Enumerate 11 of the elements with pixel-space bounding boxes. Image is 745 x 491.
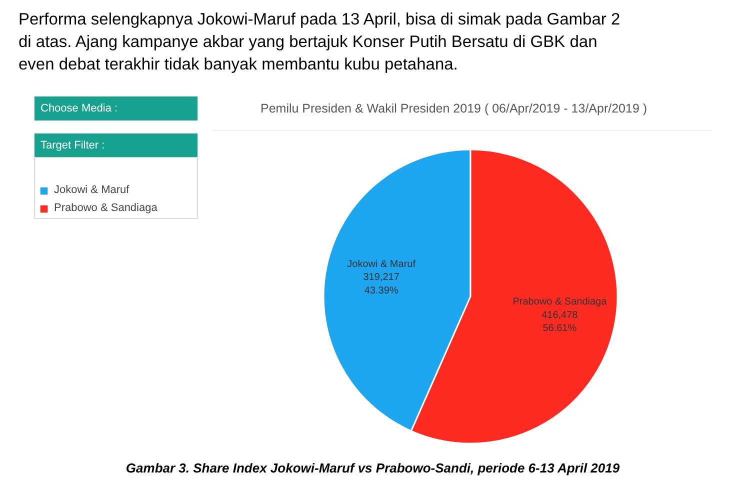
text: Choose Media :: [40, 102, 118, 114]
data-label: 416,478 56.61%: [542, 310, 578, 334]
chart-title: Pemilu Presiden & Wakil Presiden 2019 ( 06/Apr/2019 - 13/Apr/2019 ): [260, 102, 648, 116]
text: Target Filter :: [40, 140, 105, 152]
text: Performa selengkapnya Jokowi-Maruf pada 13 April, bisa di simak pada Gambar 2 di atas. Ajang kampanye akbar yang bertajuk Konser Putih Bersatu di GBK dan even debat terakhir tidak banyak membantu kubu petahana.: [18, 10, 620, 74]
slice-label: Jokowi & Maruf: [347, 259, 416, 270]
data-label: 319,217 43.39%: [363, 272, 400, 296]
slice-label: Prabowo & Sandiaga: [512, 296, 608, 308]
text: Gambar 3. Share Index Jokowi-Maruf vs Prabowo-Sandi, periode 6-13 April 2019: [126, 460, 620, 476]
legend-label: Jokowi & Maruf: [54, 184, 130, 196]
legend-label: Prabowo & Sandiaga: [54, 202, 158, 214]
